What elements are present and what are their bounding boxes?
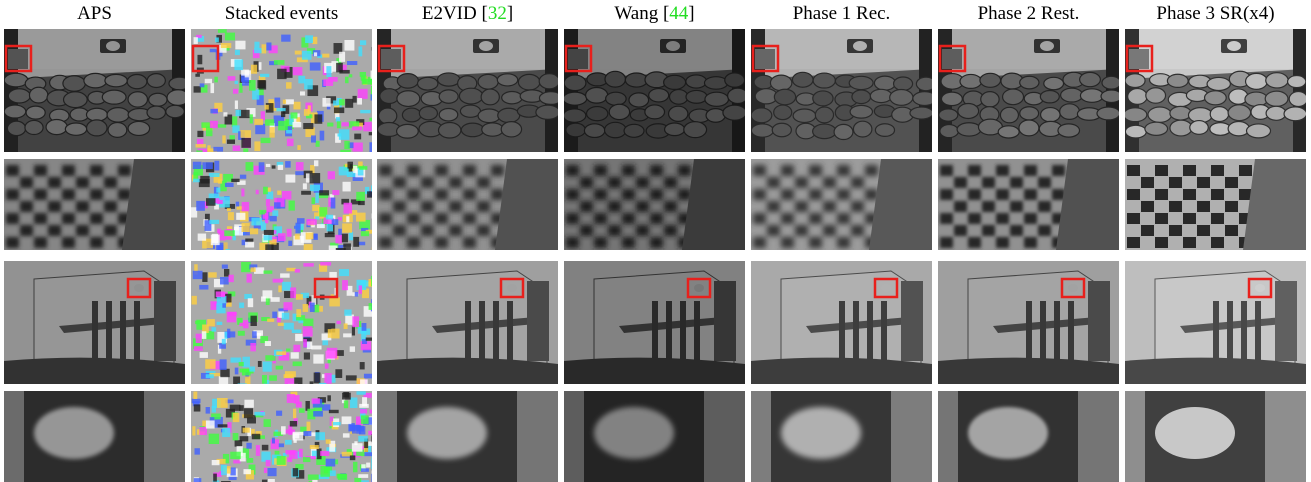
row-scene-stones-events-image — [191, 29, 372, 152]
column-label: APS — [77, 3, 112, 24]
row-crop-checker-aps-image — [4, 159, 185, 250]
row-crop-sign-e2vid-image — [377, 391, 558, 482]
row-crop-checker-phase1-image — [751, 159, 932, 250]
row-crop-sign-phase2-image — [938, 391, 1119, 482]
row-scene-building-phase2-image — [938, 261, 1119, 384]
column-header-phase1: Phase 1 Rec. — [751, 1, 932, 27]
row-scene-stones-wang-image — [564, 29, 745, 152]
row-crop-checker-events-image — [191, 159, 372, 250]
row-scene-building-wang-image — [564, 261, 745, 384]
column-header-wang: Wang [44] — [564, 1, 745, 27]
citation-number: 44 — [669, 3, 689, 24]
row-scene-stones-phase1-image — [751, 29, 932, 152]
row-crop-sign-events-image — [191, 391, 372, 482]
row-crop-sign-phase3-image — [1125, 391, 1306, 482]
column-header-aps: APS — [4, 1, 185, 27]
column-header-phase2: Phase 2 Rest. — [938, 1, 1119, 27]
row-crop-sign-phase1-image — [751, 391, 932, 482]
row-crop-checker-phase2-image — [938, 159, 1119, 250]
citation-bracket: ] — [506, 3, 514, 24]
column-label: Stacked events — [224, 3, 339, 24]
column-header-e2vid: E2VID [32] — [377, 1, 558, 27]
column-header-phase3: Phase 3 SR(x4) — [1125, 1, 1306, 27]
row-crop-sign-wang-image — [564, 391, 745, 482]
row-scene-stones-aps-image — [4, 29, 185, 152]
row-scene-stones-phase2-image — [938, 29, 1119, 152]
row-scene-building-phase3-image — [1125, 261, 1306, 384]
row-scene-stones-phase3-image — [1125, 29, 1306, 152]
row-crop-checker-phase3-image — [1125, 159, 1306, 250]
row-scene-building-aps-image — [4, 261, 185, 384]
row-crop-sign-aps-image — [4, 391, 185, 482]
column-label: Phase 1 Rec. — [792, 3, 891, 24]
column-label: E2VID — [421, 3, 482, 24]
row-scene-building-e2vid-image — [377, 261, 558, 384]
row-crop-checker-e2vid-image — [377, 159, 558, 250]
column-label: Phase 2 Rest. — [977, 3, 1080, 24]
citation-bracket: [ — [662, 3, 670, 24]
row-scene-stones-e2vid-image — [377, 29, 558, 152]
citation-bracket: [ — [481, 3, 488, 24]
citation-bracket: ] — [688, 3, 695, 24]
row-crop-checker-wang-image — [564, 159, 745, 250]
citation-number: 32 — [487, 3, 507, 24]
column-label: Wang — [614, 3, 663, 24]
row-scene-building-phase1-image — [751, 261, 932, 384]
row-scene-building-events-image — [191, 261, 372, 384]
column-label: Phase 3 SR(x4) — [1156, 3, 1275, 24]
column-header-events: Stacked events — [191, 1, 372, 27]
